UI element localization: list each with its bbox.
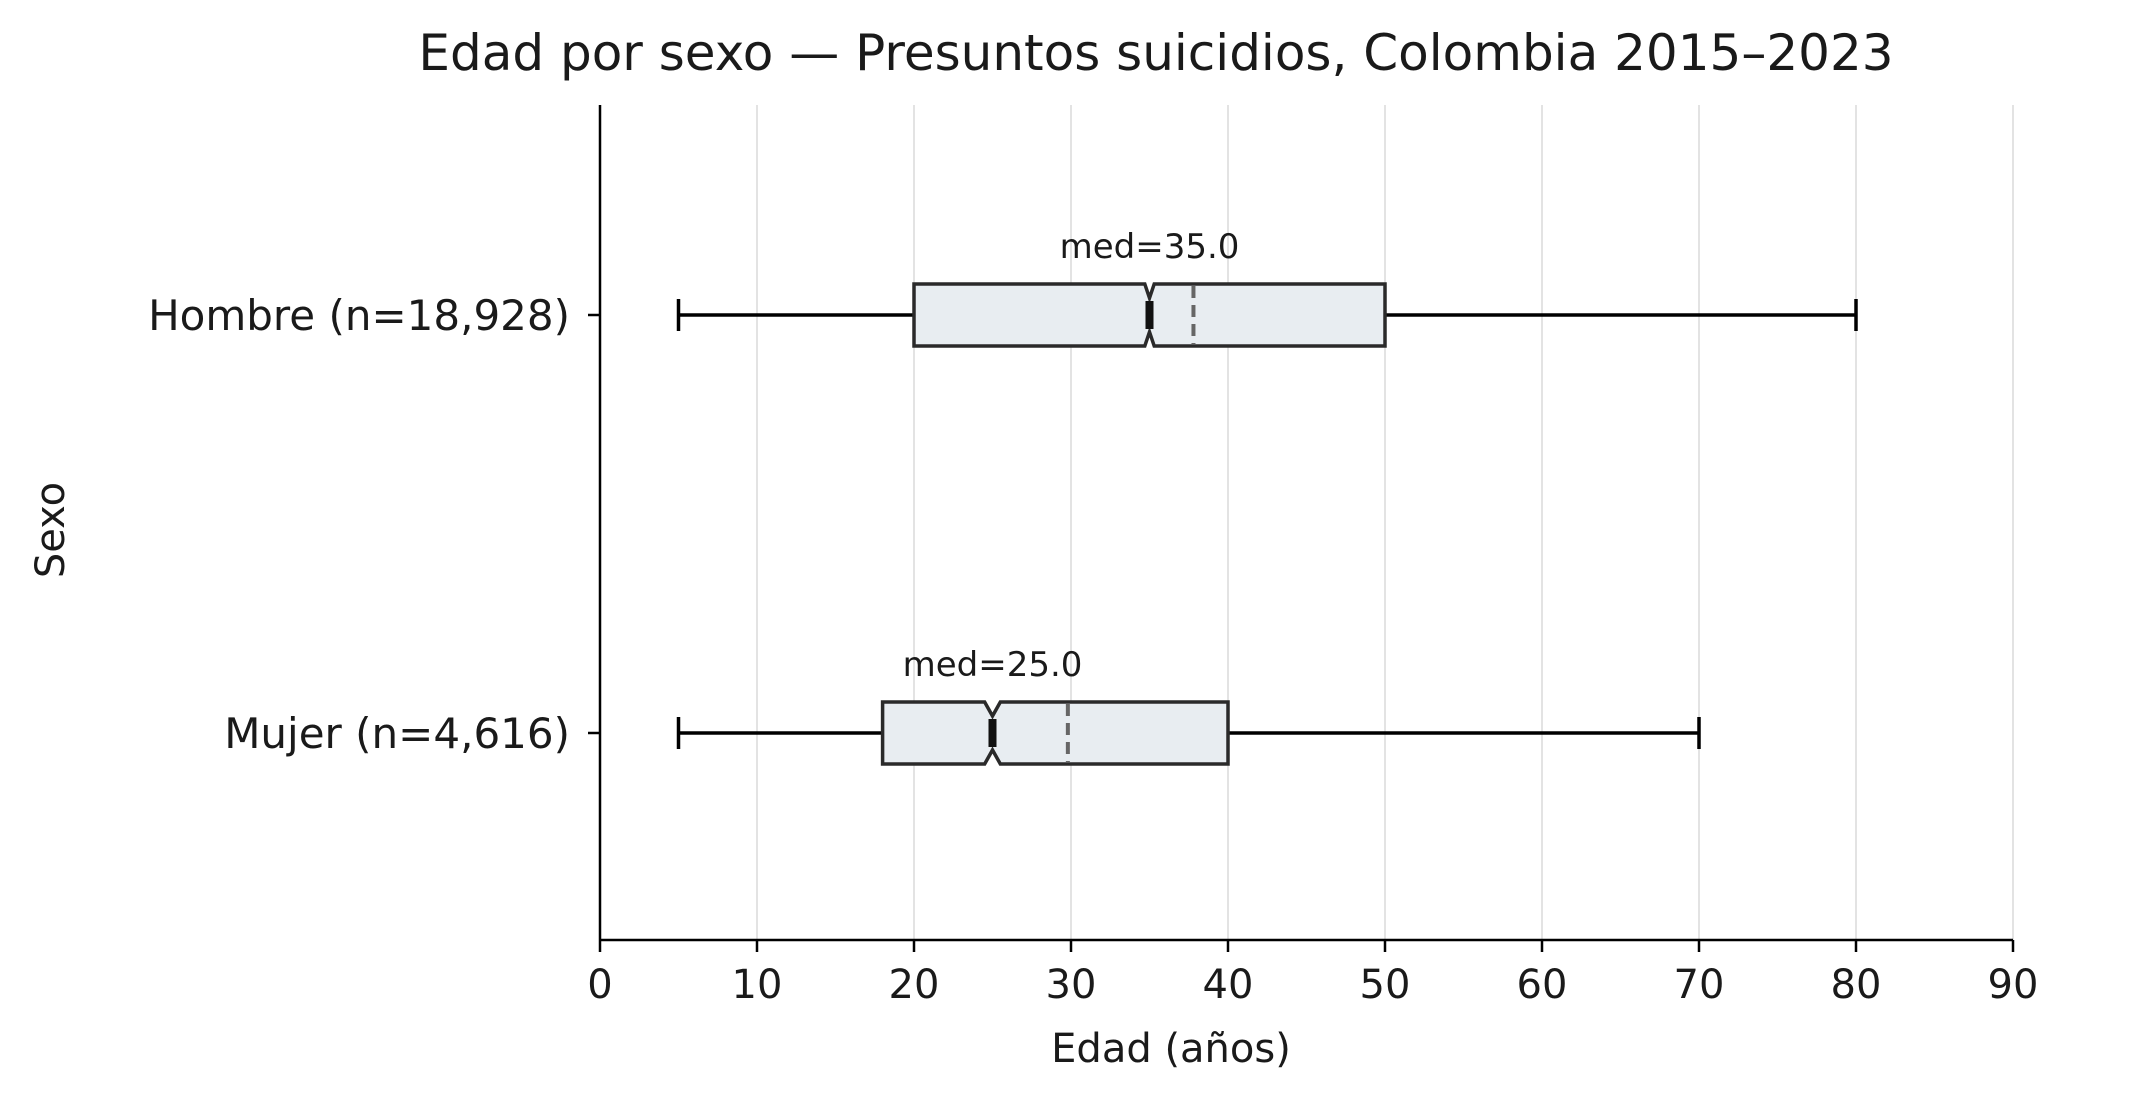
x-tick-label: 0 — [587, 962, 612, 1008]
x-tick-label: 50 — [1360, 962, 1411, 1008]
median-annotation: med=35.0 — [1060, 227, 1240, 267]
x-tick-label: 70 — [1674, 962, 1725, 1008]
box-series: med=35.0 med=25.0 — [676, 227, 1858, 766]
box-group: med=25.0 — [676, 645, 1701, 766]
x-tick-label: 80 — [1831, 962, 1882, 1008]
x-tick-label: 20 — [889, 962, 940, 1008]
median-annotation: med=25.0 — [903, 645, 1083, 685]
y-tick-label: Mujer (n=4,616) — [224, 709, 570, 758]
x-tick-label: 30 — [1046, 962, 1097, 1008]
axes: 0 10 20 30 40 50 60 70 80 90 Hombre (n=18,928) Muje… — [148, 105, 2038, 1008]
chart-title: Edad por sexo — Presuntos suicidios, Col… — [418, 24, 1893, 82]
x-axis-label: Edad (años) — [1051, 1026, 1291, 1072]
grid — [599, 105, 2014, 940]
x-tick-label: 40 — [1203, 962, 1254, 1008]
y-axis-label: Sexo — [28, 482, 74, 578]
notched-box — [880, 700, 1230, 766]
x-tick-label: 10 — [732, 962, 783, 1008]
x-tick-label: 60 — [1517, 962, 1568, 1008]
y-tick-label: Hombre (n=18,928) — [148, 291, 570, 340]
box-group: med=35.0 — [676, 227, 1858, 348]
x-tick-label: 90 — [1988, 962, 2039, 1008]
